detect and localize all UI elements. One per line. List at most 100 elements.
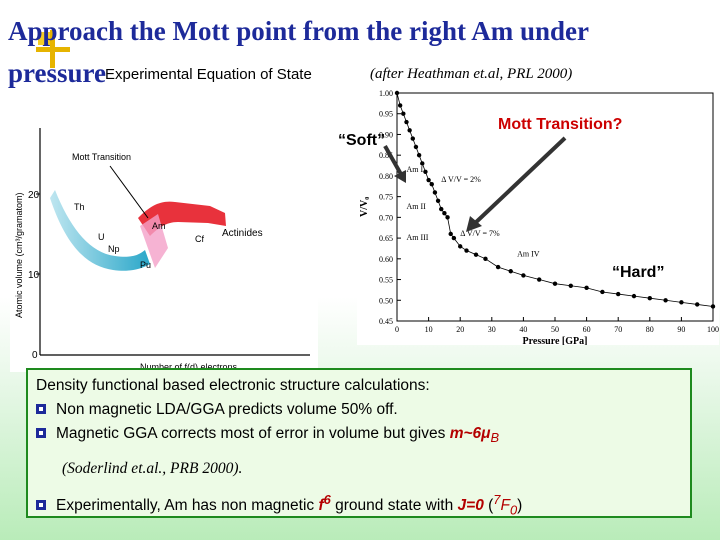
eos-ytick-label: 0.60	[379, 255, 393, 264]
eos-data-point	[458, 244, 463, 249]
eos-ytick-label: 0.90	[379, 130, 393, 139]
eos-data-point	[710, 304, 716, 309]
eos-points	[394, 90, 716, 309]
eos-xtick-label: 50	[551, 325, 559, 334]
element-np: Np	[108, 244, 120, 254]
eos-data-point	[647, 296, 652, 301]
eos-data-point	[495, 264, 501, 270]
am-eos-chart: 0.45 0.50 0.55 0.60 0.65 0.70 0.75 0.80 0.85 0.90…	[357, 85, 719, 347]
eos-xtick-label: 60	[583, 325, 591, 334]
eos-annotation-7pct: Δ V/V = 7%	[460, 229, 500, 238]
eos-data-point	[552, 281, 558, 286]
eos-xtick-label: 100	[707, 325, 719, 334]
eos-data-point	[483, 256, 488, 262]
eos-ytick-label: 1.00	[379, 89, 393, 98]
eos-data-point	[423, 169, 428, 174]
eos-xtick-label: 10	[425, 325, 433, 334]
bullet-icon	[36, 428, 46, 438]
left-xlabel: Number of f(d) electrons	[140, 362, 238, 372]
eos-data-point	[679, 300, 684, 305]
left-ytick-20: 20	[28, 190, 40, 201]
mott-arrow-head	[466, 216, 482, 232]
soft-arrow-head	[394, 170, 406, 183]
eos-ylabel: V/V₀	[359, 197, 370, 217]
element-th: Th	[74, 202, 85, 212]
eos-data-point	[435, 198, 441, 203]
element-u: U	[98, 232, 105, 242]
eos-xtick-label: 90	[677, 325, 685, 334]
eos-ytick-label: 0.80	[379, 172, 393, 181]
mott-arrow	[470, 136, 567, 228]
eos-data-point	[404, 119, 409, 125]
eos-data-point	[631, 293, 637, 299]
eos-xlabel: Pressure [GPa]	[523, 336, 588, 345]
actinides-label: Actinides	[222, 228, 263, 239]
eos-data-point	[442, 211, 447, 216]
eos-data-point	[413, 144, 419, 150]
summary-line1: Density functional based electronic stru…	[36, 377, 430, 394]
eos-data-point	[397, 103, 403, 108]
summary-bullet1: Non magnetic LDA/GGA predicts volume 50%…	[36, 398, 690, 422]
citation: (after Heathman et.al, PRL 2000)	[370, 66, 573, 82]
hard-label: “Hard”	[612, 264, 665, 281]
eos-data-point	[600, 289, 605, 295]
title-logo-cross	[36, 30, 70, 68]
element-am: Am	[152, 221, 166, 231]
left-ylabel: Atomic volume (cm³/gramatom)	[14, 192, 24, 318]
mott-transition-label: Mott Transition?	[498, 116, 623, 133]
eos-data-point	[508, 269, 513, 274]
soft-label: “Soft”	[338, 132, 386, 149]
eos-data-point	[451, 235, 457, 241]
eos-ytick-label: 0.75	[379, 193, 393, 202]
light-actinide-band	[50, 190, 150, 271]
eos-phase-am-i: Am I	[406, 165, 423, 174]
eos-data-point	[464, 248, 469, 253]
eos-data-point	[448, 231, 453, 237]
soft-arrow	[383, 145, 404, 177]
left-ytick-0: 0	[32, 350, 38, 361]
eos-xtick-label: 40	[519, 325, 527, 334]
eos-data-point	[445, 215, 450, 220]
summary-bullet2: Magnetic GGA corrects most of error in v…	[36, 422, 690, 450]
eos-data-point	[584, 285, 589, 291]
eos-data-point	[616, 291, 621, 297]
eos-data-point	[410, 136, 415, 141]
slide-title-line1: Approach the Mott point from the right A…	[8, 16, 589, 46]
eos-data-point	[663, 298, 668, 303]
left-ytick-10: 10	[28, 270, 40, 281]
eos-data-point	[407, 128, 412, 133]
eos-xtick-label: 20	[456, 325, 464, 334]
eos-data-point	[439, 206, 444, 212]
eos-labels: Am I Am II Am III Am IV Δ V/V = 2% Δ V/V = 7%	[406, 165, 539, 259]
summary-reference: (Soderlind et.al., PRB 2000).	[62, 460, 243, 478]
summary-bullet3: Experimentally, Am has non magnetic f6 g…	[36, 488, 690, 522]
bullet-icon	[36, 500, 46, 511]
eos-data-point	[432, 190, 438, 195]
eos-phase-am-ii: Am II	[406, 202, 426, 211]
eos-data-point	[426, 177, 431, 183]
eos-data-point	[521, 273, 526, 278]
eos-xtick-label: 80	[646, 325, 654, 334]
mott-region	[140, 214, 168, 268]
am-eos-svg: 0.45 0.50 0.55 0.60 0.65 0.70 0.75 0.80 0.85 0.90…	[359, 89, 719, 347]
eos-ytick-label: 0.70	[379, 213, 393, 222]
eos-data-point	[416, 152, 422, 158]
eos-data-point	[473, 252, 479, 257]
eos-data-point	[537, 277, 542, 282]
eos-xtick-label: 70	[614, 325, 622, 334]
summary-box: Density functional based electronic stru…	[26, 368, 692, 518]
eos-axes: 0.45 0.50 0.55 0.60 0.65 0.70 0.75 0.80 0.85 0.90…	[359, 89, 719, 347]
slide-title-line2: pressure	[8, 58, 107, 88]
eos-data-point	[429, 182, 434, 187]
bullet-icon	[36, 404, 46, 414]
eos-annotation-2pct: Δ V/V = 2%	[441, 175, 481, 184]
eos-phase-am-iv: Am IV	[517, 250, 540, 259]
eos-phase-am-iii: Am III	[406, 233, 428, 242]
eos-ytick-label: 0.95	[379, 110, 393, 119]
eos-ytick-label: 0.65	[379, 234, 393, 243]
subtitle: Experimental Equation of State	[105, 66, 312, 83]
eos-data-point	[420, 161, 425, 166]
eos-xtick-label: 0	[395, 325, 399, 334]
eos-data-point	[394, 90, 400, 96]
